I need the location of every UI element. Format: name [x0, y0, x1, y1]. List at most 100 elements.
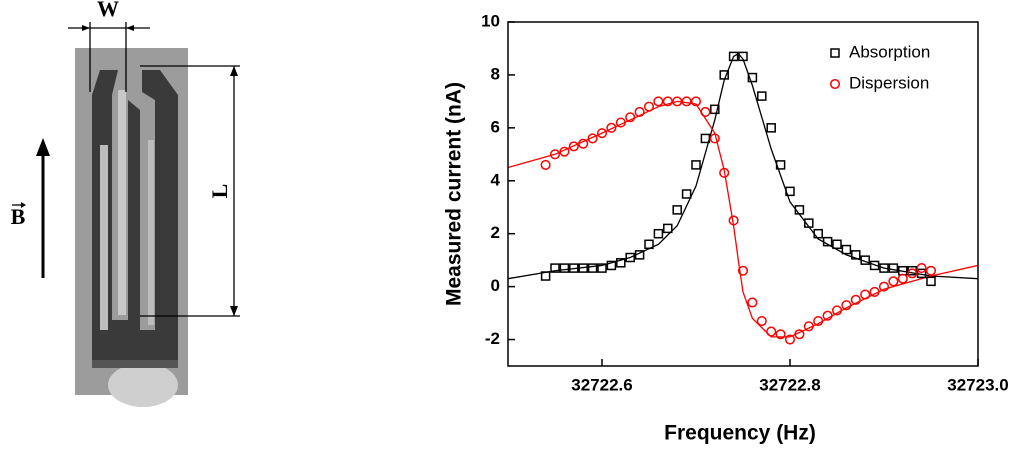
length-label: L: [207, 184, 232, 199]
point: [756, 315, 767, 327]
point: [578, 263, 588, 273]
point: [634, 106, 645, 118]
field-label: B: [11, 204, 26, 229]
legend-marker: [829, 78, 841, 90]
point: [634, 250, 645, 260]
point: [606, 122, 617, 133]
point: [878, 281, 890, 292]
point: [851, 250, 861, 260]
point: [663, 223, 673, 234]
point: [925, 265, 937, 276]
point: [888, 276, 899, 287]
point: [888, 263, 899, 273]
point: [691, 160, 701, 170]
point: [784, 334, 796, 345]
point: [681, 189, 692, 199]
point: [719, 167, 730, 178]
point: [916, 268, 927, 279]
point: [700, 133, 711, 144]
plot-area: [508, 51, 978, 345]
point: [841, 244, 852, 255]
point: [813, 315, 824, 327]
point: [728, 215, 739, 226]
y-tick-label: 8: [491, 64, 500, 83]
point: [869, 286, 880, 297]
chart: -2 0 2 4 6 8 10 32722.6 32722.8 32723.0 Absorption…: [481, 11, 1009, 394]
point: [860, 289, 871, 300]
point: [625, 112, 636, 123]
point: [625, 252, 635, 263]
point: [841, 300, 852, 311]
width-label: W: [97, 0, 119, 21]
point: [597, 263, 607, 273]
point: [672, 205, 682, 215]
point: [794, 205, 805, 215]
y-tick-label: 4: [491, 170, 501, 189]
point: [757, 91, 767, 101]
plot-frame: [507, 21, 979, 367]
point: [897, 273, 908, 284]
y-tick-label: 10: [481, 11, 500, 30]
point: [606, 260, 617, 271]
legend-label: Dispersion: [849, 73, 929, 92]
point: [803, 321, 814, 332]
point: [860, 255, 870, 265]
point: [615, 117, 626, 128]
point: [747, 297, 758, 308]
point: [653, 96, 664, 107]
point: [832, 239, 842, 250]
legend-marker: [830, 48, 840, 58]
point: [644, 239, 654, 250]
x-axis-title: Frequency (Hz): [664, 422, 816, 445]
point: [540, 271, 551, 281]
point: [907, 268, 918, 279]
point: [549, 149, 561, 160]
point: [710, 104, 720, 115]
point: [728, 51, 739, 62]
point: [766, 123, 776, 133]
point: [587, 263, 598, 273]
y-axis-title: Measured current (nA): [443, 82, 466, 306]
point: [831, 305, 843, 316]
point: [587, 133, 598, 144]
point: [709, 133, 720, 144]
point: [822, 310, 833, 321]
point: [822, 236, 833, 247]
point: [926, 276, 936, 287]
point: [850, 294, 861, 305]
point: [719, 70, 729, 80]
point: [700, 106, 711, 118]
x-tick-label: 32722.6: [571, 375, 632, 394]
y-tick-label: 0: [491, 276, 500, 295]
x-tick-label: 32722.8: [759, 375, 820, 394]
point: [559, 263, 570, 273]
y-tick-label: -2: [485, 329, 500, 348]
point: [681, 96, 692, 107]
point: [616, 258, 626, 268]
point: [804, 218, 814, 228]
point: [738, 51, 748, 62]
x-tick-label: 32723.0: [947, 375, 1008, 394]
point: [550, 263, 560, 273]
y-tick-label: 6: [491, 117, 500, 136]
fit-line: [508, 100, 978, 338]
y-tick-label: 2: [491, 223, 500, 242]
photo: [75, 48, 188, 407]
point: [879, 263, 889, 273]
point: [775, 160, 786, 170]
legend-label: Absorption: [849, 42, 930, 61]
point: [785, 186, 795, 197]
point: [747, 72, 758, 83]
point: [569, 263, 579, 273]
point: [737, 265, 749, 276]
point: [568, 141, 579, 152]
point: [794, 329, 805, 340]
point: [766, 326, 777, 337]
point: [559, 146, 570, 157]
point: [869, 260, 880, 271]
point: [578, 138, 589, 149]
point: [662, 96, 673, 107]
point: [540, 159, 551, 170]
point: [643, 101, 655, 112]
